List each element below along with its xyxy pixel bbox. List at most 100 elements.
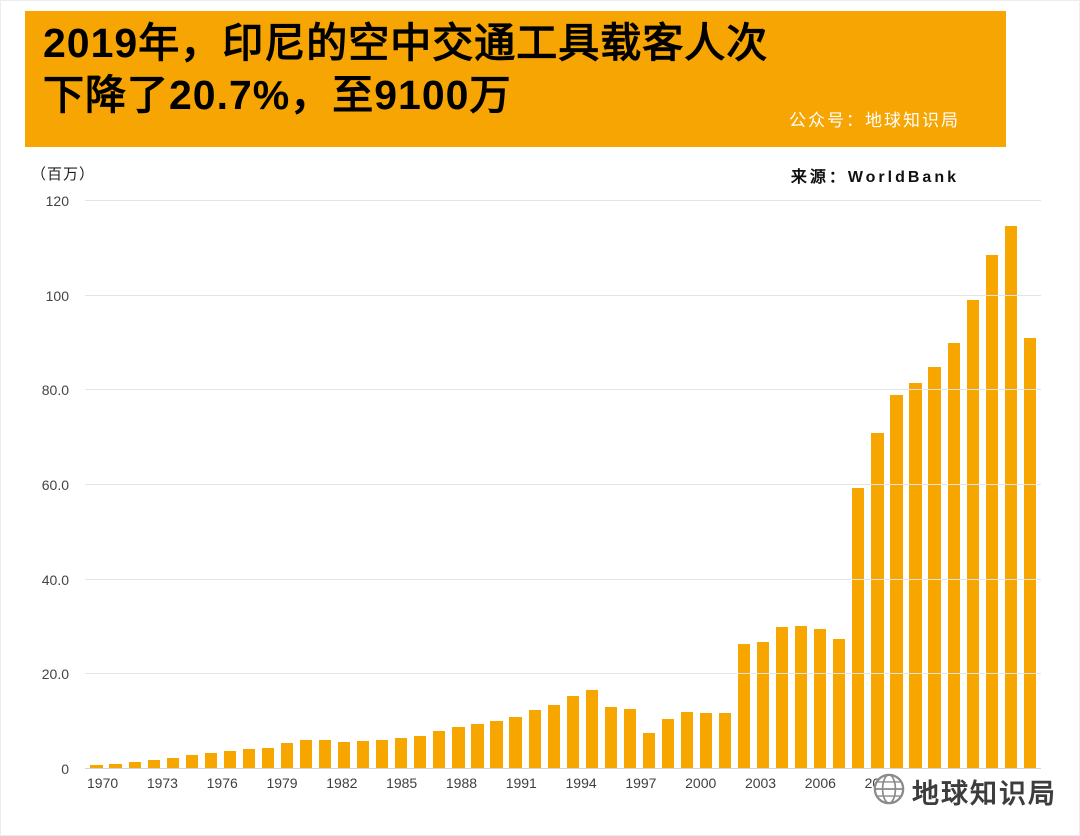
x-tick-1997: 1997 xyxy=(625,775,657,791)
bar-1996 xyxy=(585,690,598,769)
x-tick-1993 xyxy=(551,775,565,797)
bar-1977 xyxy=(223,751,236,769)
bar-2008 xyxy=(814,628,827,769)
bar-slot xyxy=(392,201,411,769)
bar-2016 xyxy=(966,300,979,769)
x-tick-1981 xyxy=(312,775,326,797)
bar-1974 xyxy=(166,757,179,769)
bar-1990 xyxy=(471,724,484,769)
bar-slot xyxy=(563,201,582,769)
bar-slot xyxy=(963,201,982,769)
bar-1997 xyxy=(604,707,617,769)
bar-slot xyxy=(430,201,449,769)
bar-slot xyxy=(1001,201,1020,769)
x-tick-1984 xyxy=(372,775,386,797)
bar-slot xyxy=(716,201,735,769)
bar-2011 xyxy=(871,432,884,769)
x-tick-1978 xyxy=(252,775,266,797)
bar-1978 xyxy=(242,749,255,769)
bar-1971 xyxy=(109,764,122,769)
bar-1987 xyxy=(414,735,427,769)
x-tick-1974 xyxy=(178,775,192,797)
bar-1989 xyxy=(452,727,465,769)
bar-1994 xyxy=(547,705,560,769)
x-tick-1971 xyxy=(118,775,132,797)
bar-slot xyxy=(316,201,335,769)
bar-slot xyxy=(735,201,754,769)
y-tick-label-100: 100 xyxy=(45,287,69,304)
bar-slot xyxy=(944,201,963,769)
x-tick-1982: 1982 xyxy=(326,775,358,791)
bar-slot xyxy=(830,201,849,769)
gridline-80.0 xyxy=(85,389,1041,391)
bar-2006 xyxy=(776,627,789,769)
bar-slot xyxy=(335,201,354,769)
bar-slot xyxy=(544,201,563,769)
bar-1984 xyxy=(357,740,370,769)
bar-1973 xyxy=(147,760,160,769)
bar-2019 xyxy=(1023,338,1036,769)
watermark-text: 地球知识局 xyxy=(912,779,1057,809)
x-tick-2006: 2006 xyxy=(804,775,836,791)
gridline-100 xyxy=(85,294,1041,296)
x-tick-2004 xyxy=(776,775,790,797)
bar-slot xyxy=(144,201,163,769)
bar-2009 xyxy=(833,639,846,769)
y-tick-label-0: 0 xyxy=(61,761,69,777)
bar-slot xyxy=(220,201,239,769)
y-tick-label-40.0: 40.0 xyxy=(41,571,69,588)
y-tick-label-20.0: 20.0 xyxy=(41,666,69,683)
bar-2012 xyxy=(890,395,903,769)
bar-slot xyxy=(182,201,201,769)
page-title-line2: 下降了20.7%，至9100万 xyxy=(43,72,512,119)
bar-slot xyxy=(1020,201,1039,769)
bar-slot xyxy=(639,201,658,769)
x-tick-2007 xyxy=(836,775,850,797)
bar-2002 xyxy=(699,713,713,769)
bar-slot xyxy=(239,201,258,769)
x-tick-2003: 2003 xyxy=(744,775,777,791)
x-tick-1998 xyxy=(656,775,670,797)
gridline-40.0 xyxy=(85,578,1041,580)
bar-slot xyxy=(601,201,620,769)
x-tick-1985: 1985 xyxy=(386,775,418,791)
bar-slot xyxy=(887,201,906,769)
bar-slot xyxy=(582,201,601,769)
bar-slot xyxy=(258,201,277,769)
bar-slot xyxy=(754,201,773,769)
bar-1986 xyxy=(395,738,408,769)
bar-slot xyxy=(297,201,316,769)
bar-1983 xyxy=(338,741,351,769)
x-tick-1992 xyxy=(537,775,551,797)
x-tick-1980 xyxy=(298,775,312,797)
gridline-20.0 xyxy=(85,673,1041,675)
x-tick-1991: 1991 xyxy=(505,775,537,791)
bar-1991 xyxy=(490,721,503,769)
x-tick-1989 xyxy=(477,775,491,797)
x-tick-2000: 2000 xyxy=(685,775,717,791)
bar-slot xyxy=(697,201,716,769)
bar-slot xyxy=(506,201,525,769)
bar-slot xyxy=(792,201,811,769)
x-tick-2008 xyxy=(850,775,864,797)
bar-2007 xyxy=(795,626,808,769)
globe-icon xyxy=(872,772,906,811)
bar-slot xyxy=(868,201,887,769)
watermark: 地球知识局 xyxy=(872,772,1057,811)
y-tick-label-60.0: 60.0 xyxy=(41,477,69,493)
bar-slot xyxy=(163,201,182,769)
unit-label: （百万） xyxy=(31,166,96,183)
bar-1979 xyxy=(261,747,275,769)
x-tick-1990 xyxy=(491,775,505,797)
bar-2017 xyxy=(985,255,998,769)
bar-slot xyxy=(849,201,868,769)
bar-slot xyxy=(982,201,1001,769)
bar-1981 xyxy=(299,740,313,769)
bar-2000 xyxy=(661,718,675,769)
bar-slot xyxy=(201,201,220,769)
x-tick-1983 xyxy=(357,775,371,797)
bar-1975 xyxy=(185,755,198,769)
x-tick-1995 xyxy=(597,775,611,797)
bar-2014 xyxy=(928,366,941,769)
